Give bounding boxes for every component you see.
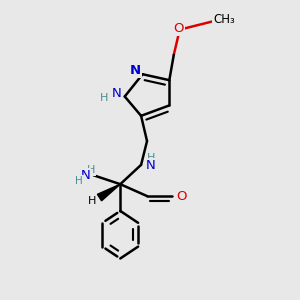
Text: N: N [130, 64, 141, 77]
Text: H: H [75, 176, 83, 186]
Text: N: N [80, 169, 90, 182]
Text: O: O [173, 22, 184, 35]
Text: N: N [112, 87, 121, 100]
Text: H: H [147, 153, 156, 163]
Text: O: O [176, 190, 187, 202]
Polygon shape [98, 184, 120, 201]
Text: H: H [100, 93, 109, 103]
Text: H: H [87, 165, 95, 175]
Text: CH₃: CH₃ [213, 13, 235, 26]
Text: N: N [146, 159, 155, 172]
Text: H: H [88, 196, 96, 206]
